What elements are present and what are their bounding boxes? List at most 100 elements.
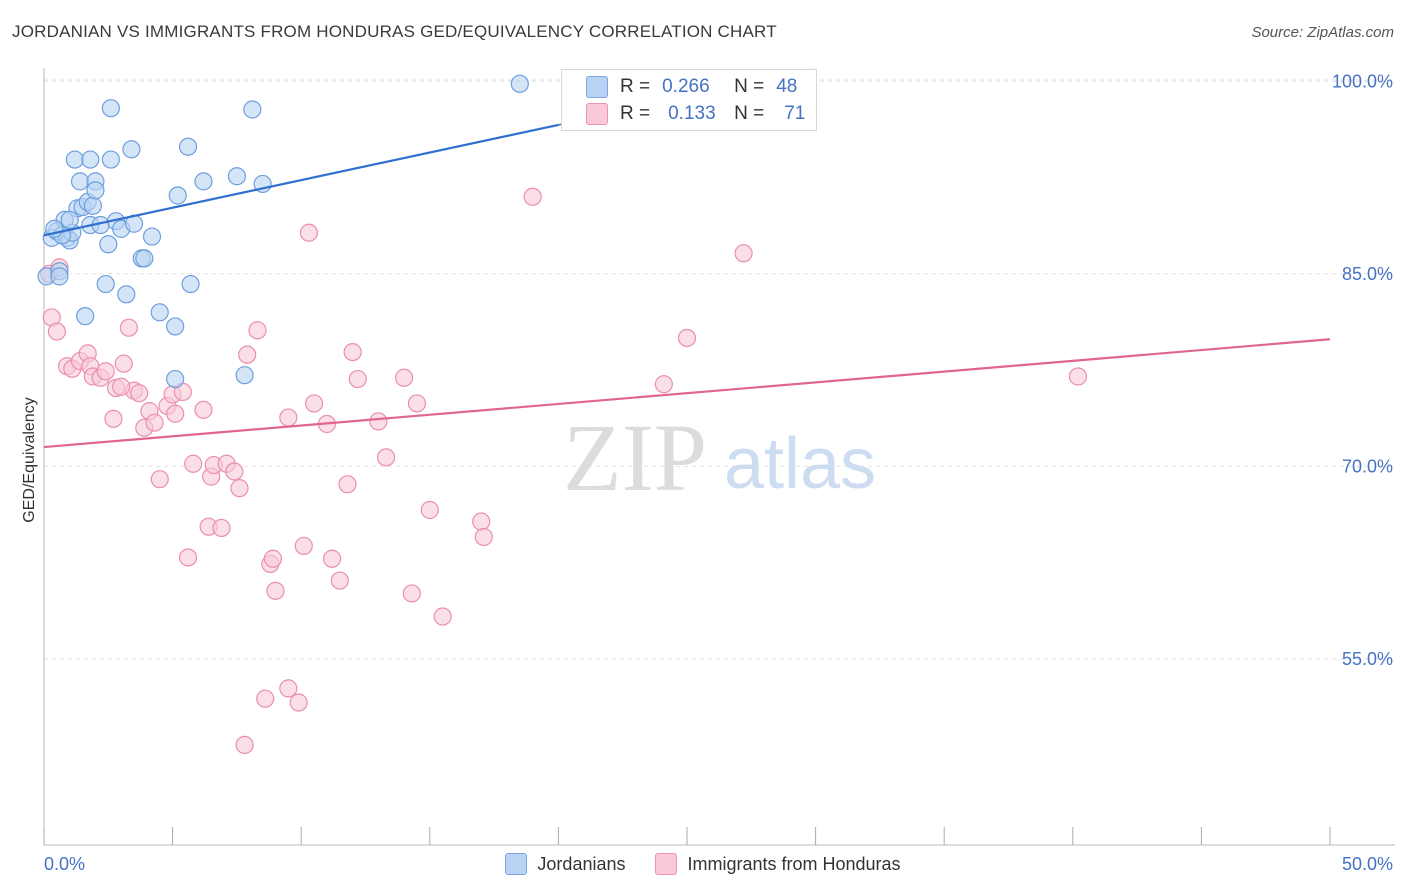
stats-r-label: R = — [620, 76, 651, 97]
point-honduras — [178, 548, 198, 567]
legend-swatch-honduras — [655, 853, 678, 875]
point-jordanian — [50, 267, 69, 286]
point-honduras — [119, 318, 138, 337]
point-honduras — [294, 536, 313, 556]
stats-n-label: N = — [734, 76, 765, 97]
point-jordanian — [117, 285, 136, 304]
stats-swatch-honduras — [586, 103, 608, 125]
point-honduras — [348, 369, 367, 389]
point-honduras — [184, 454, 203, 473]
point-honduras — [654, 375, 673, 394]
stats-row-honduras: R = 0.133 N = 71 — [586, 101, 805, 127]
point-honduras — [407, 394, 427, 413]
point-honduras — [343, 342, 362, 362]
series-jordanians-points — [37, 74, 529, 389]
source-label: Source: ZipAtlas.com — [1251, 24, 1394, 41]
point-honduras — [289, 693, 308, 712]
y-tick-labels: 100.0% 85.0% 70.0% 55.0% — [1332, 71, 1393, 669]
chart-title: JORDANIAN VS IMMIGRANTS FROM HONDURAS GE… — [12, 22, 777, 41]
legend-item-honduras[interactable]: Immigrants from Honduras — [655, 853, 901, 875]
point-honduras — [304, 394, 324, 413]
point-jordanian — [122, 140, 141, 159]
point-jordanian — [166, 369, 185, 389]
trend-lines — [43, 67, 1331, 449]
point-jordanian — [101, 99, 120, 118]
point-honduras — [248, 321, 267, 340]
point-honduras — [523, 187, 542, 206]
point-honduras — [338, 475, 357, 494]
stats-box: R = 0.266 N = 48 R = 0.133 N = 71 — [561, 69, 817, 131]
point-honduras — [238, 345, 257, 364]
watermark: ZIP atlas — [563, 404, 876, 511]
x-tick-label: 50.0% — [1342, 854, 1393, 874]
point-honduras — [734, 244, 753, 263]
point-jordanian — [235, 366, 254, 385]
point-honduras — [114, 354, 133, 373]
point-honduras — [376, 448, 396, 467]
point-jordanian — [96, 274, 115, 294]
point-jordanian — [168, 186, 187, 205]
stats-n-label: N = — [734, 103, 765, 124]
point-honduras — [1068, 367, 1088, 386]
legend-swatch-jordanians — [505, 853, 528, 875]
point-honduras — [402, 584, 421, 603]
point-honduras — [299, 223, 319, 242]
point-jordanian — [81, 150, 100, 169]
stats-n-value: 71 — [784, 103, 806, 124]
point-honduras — [474, 527, 493, 547]
point-honduras — [279, 408, 298, 427]
point-honduras — [266, 581, 285, 600]
point-honduras — [263, 549, 283, 568]
point-honduras — [194, 400, 213, 419]
point-honduras — [322, 549, 342, 568]
point-jordanian — [86, 181, 105, 200]
legend: Jordanians Immigrants from Honduras — [0, 853, 1406, 875]
legend-label-jordanians: Jordanians — [537, 853, 626, 874]
point-jordanian — [166, 317, 185, 336]
point-jordanian — [101, 150, 120, 169]
point-jordanian — [142, 227, 162, 246]
point-honduras — [256, 689, 275, 708]
legend-item-jordanians[interactable]: Jordanians — [505, 853, 625, 875]
stats-row-jordanians: R = 0.266 N = 48 — [586, 74, 797, 100]
point-jordanian — [99, 235, 118, 254]
trend-line-jordanians — [43, 123, 559, 237]
point-honduras — [433, 607, 452, 626]
point-honduras — [394, 368, 414, 387]
point-jordanian — [70, 172, 90, 191]
point-jordanian — [243, 100, 262, 119]
axes — [43, 68, 1395, 846]
legend-label-honduras: Immigrants from Honduras — [687, 853, 901, 874]
point-honduras — [150, 470, 169, 489]
y-tick-label: 55.0% — [1342, 649, 1393, 669]
point-honduras — [279, 679, 298, 698]
point-honduras — [235, 735, 254, 754]
point-honduras — [96, 362, 115, 381]
stats-r-label: R = — [620, 103, 651, 124]
stats-n-value: 48 — [776, 76, 798, 97]
point-jordanian — [194, 172, 213, 191]
stats-r-value: 0.133 — [668, 103, 716, 124]
watermark-atlas: atlas — [724, 424, 876, 504]
watermark-zip: ZIP — [563, 404, 707, 511]
point-honduras — [212, 518, 231, 538]
point-honduras — [130, 384, 149, 403]
trend-line-honduras — [43, 338, 1331, 449]
point-honduras — [230, 479, 249, 498]
stats-swatch-jordanians — [586, 76, 608, 98]
point-honduras — [420, 500, 439, 520]
point-jordanian — [83, 196, 102, 215]
point-jordanian — [178, 137, 198, 156]
y-tick-label: 85.0% — [1342, 264, 1393, 284]
point-jordanian — [150, 303, 169, 322]
point-jordanian — [227, 167, 246, 186]
point-honduras — [112, 377, 131, 396]
y-tick-label: 70.0% — [1342, 456, 1393, 476]
point-jordanian — [181, 274, 200, 294]
x-tick-label: 0.0% — [44, 854, 85, 874]
y-tick-label: 100.0% — [1332, 71, 1393, 91]
point-jordanian — [65, 150, 84, 169]
point-jordanian — [135, 249, 154, 268]
point-jordanian — [510, 74, 529, 93]
